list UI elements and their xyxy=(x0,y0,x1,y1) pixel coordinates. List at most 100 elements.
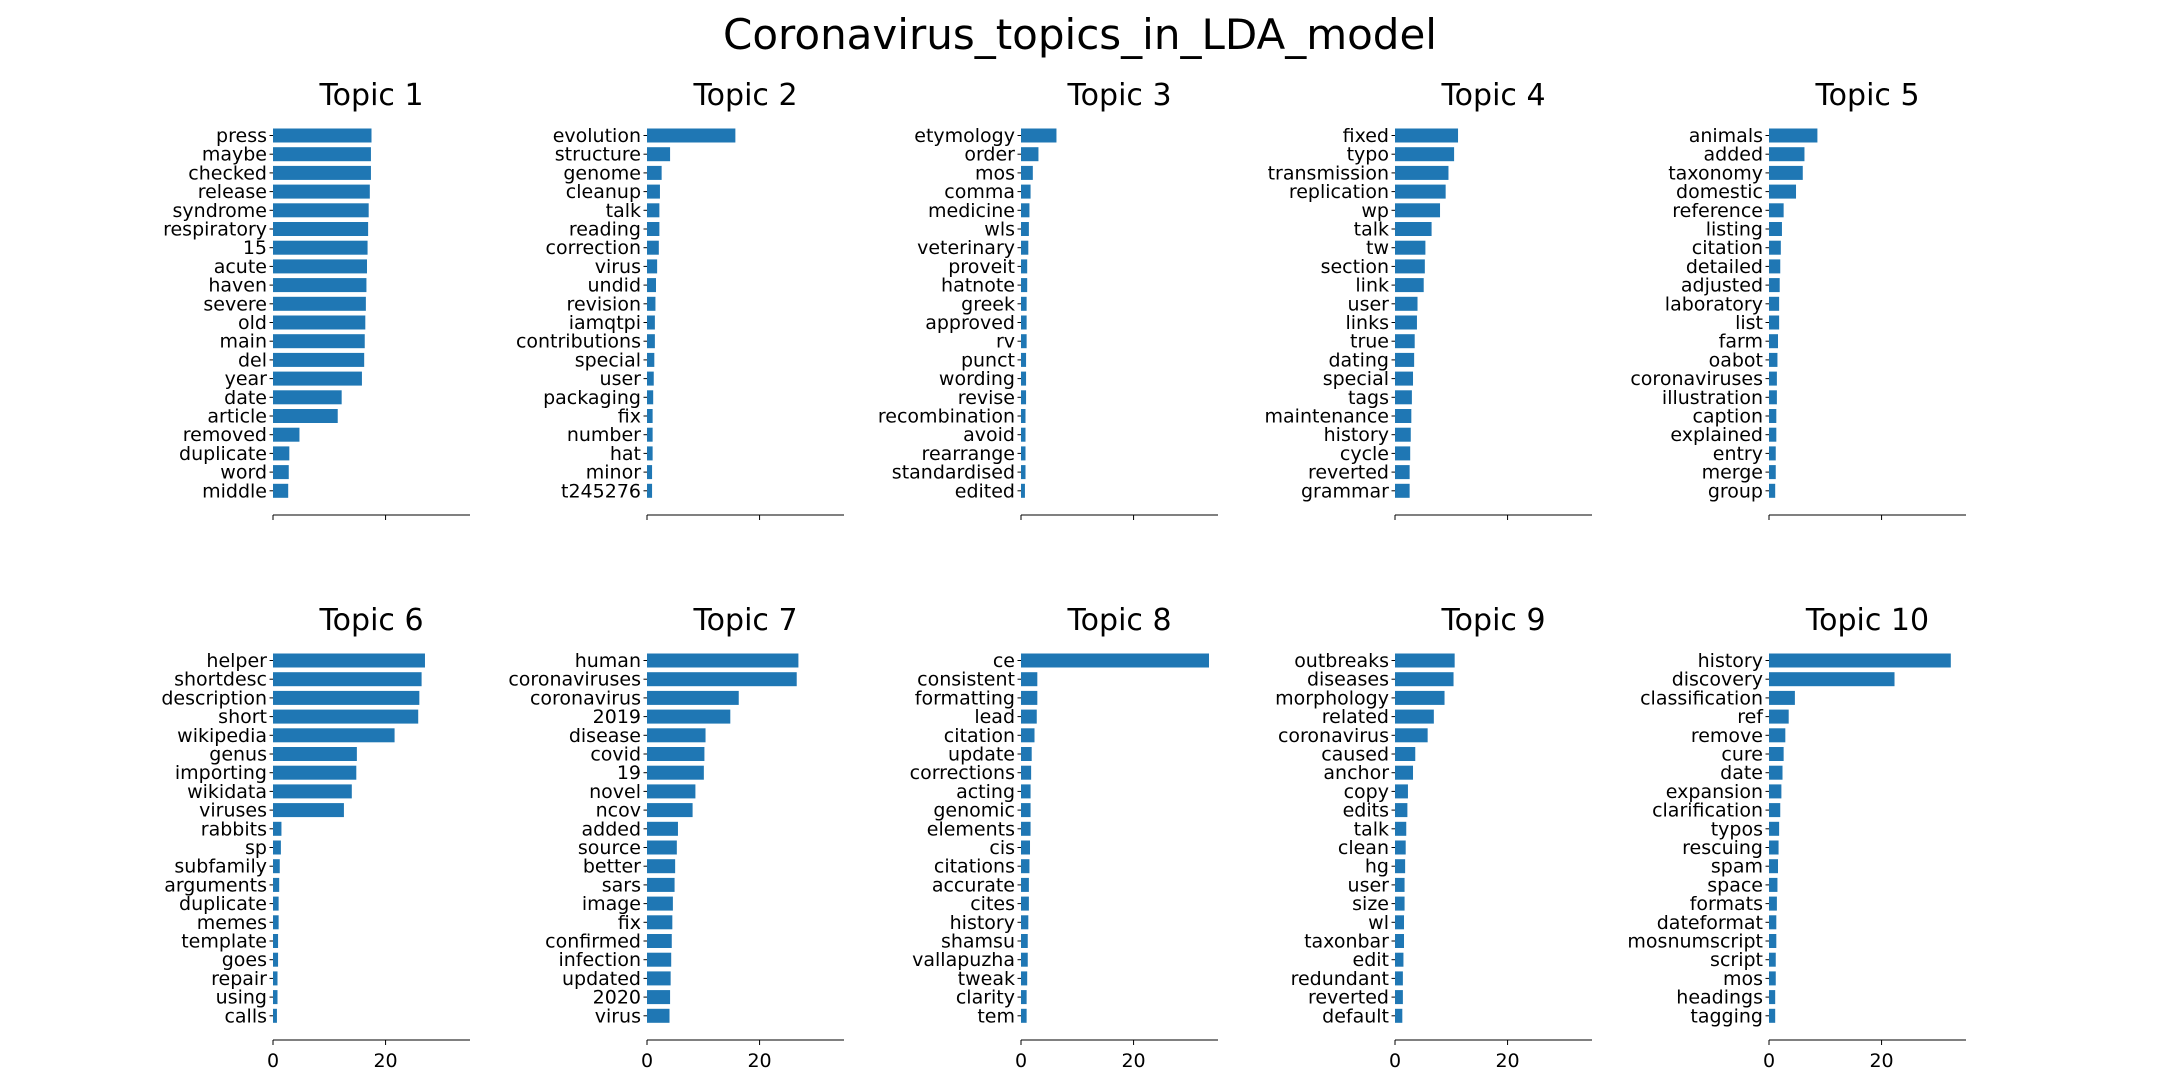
topic-3-category-label: revise xyxy=(958,387,1015,409)
topic-6-bar xyxy=(273,672,422,687)
topic-3-category-label: standardised xyxy=(892,462,1015,484)
topic-10-bar xyxy=(1769,896,1777,911)
topic-1-bar xyxy=(273,390,342,405)
topic-1-category-label: del xyxy=(238,349,267,371)
topic-9-category-label: clean xyxy=(1338,837,1389,859)
topic-8-bar xyxy=(1021,803,1031,818)
topic-8-category-label: vallapuzha xyxy=(912,949,1015,971)
topic-3-category-label: rv xyxy=(996,331,1015,353)
topic-5-category-label: taxonomy xyxy=(1668,162,1763,184)
topic-7-category-label: 2020 xyxy=(593,987,641,1009)
topic-1-bar xyxy=(273,222,369,236)
topic-9-bar xyxy=(1395,821,1407,836)
topic-1-bar xyxy=(273,203,369,218)
topic-6-bar xyxy=(273,728,395,743)
topic-2-category-label: evolution xyxy=(553,125,641,147)
topic-9-category-label: wl xyxy=(1368,912,1389,934)
topic-9-category-label: hg xyxy=(1365,856,1389,878)
topic-9-bar xyxy=(1395,803,1408,818)
topic-3-bar xyxy=(1021,128,1057,143)
topic-10-category-label: discovery xyxy=(1672,669,1763,691)
topic-9-category-label: coronavirus xyxy=(1278,725,1389,747)
topic-8-bar xyxy=(1021,821,1031,836)
topic-1-category-label: syndrome xyxy=(173,200,267,222)
topic-10-title: Topic 10 xyxy=(1805,603,1929,638)
topic-4-bar xyxy=(1395,334,1415,349)
topic-2-bar xyxy=(647,222,660,236)
topic-5-bar xyxy=(1769,315,1780,330)
topic-1-bar xyxy=(273,128,372,143)
topic-8-bar xyxy=(1021,990,1027,1005)
topic-5-category-label: listing xyxy=(1706,219,1763,241)
topic-1-bar xyxy=(273,371,362,386)
topic-8-category-label: tweak xyxy=(958,968,1015,990)
topic-1-category-label: release xyxy=(198,181,267,203)
topic-9-category-label: user xyxy=(1348,874,1390,896)
topic-6-category-label: using xyxy=(216,987,267,1009)
topic-3-category-label: greek xyxy=(961,293,1015,315)
topic-6-bar xyxy=(273,709,419,724)
topic-8-category-label: consistent xyxy=(917,669,1015,691)
topic-4-bar xyxy=(1395,165,1449,180)
topic-1-bar xyxy=(273,296,366,311)
topic-2-category-label: cleanup xyxy=(566,181,641,203)
topic-5-bar xyxy=(1769,371,1777,386)
topic-5-bar xyxy=(1769,128,1818,143)
topic-4-category-label: tags xyxy=(1348,387,1389,409)
topic-4-bar xyxy=(1395,390,1412,405)
topic-8-category-label: corrections xyxy=(910,762,1015,784)
topic-4-category-label: user xyxy=(1348,293,1390,315)
topic-5-bar xyxy=(1769,259,1781,274)
topic-9-bar xyxy=(1395,709,1434,724)
topic-5-category-label: laboratory xyxy=(1665,293,1763,315)
topic-10-xtick-label: 0 xyxy=(1763,1050,1775,1072)
topic-4-category-label: reverted xyxy=(1308,462,1389,484)
topic-9-category-label: caused xyxy=(1321,744,1389,766)
topic-3-category-label: recombination xyxy=(878,406,1015,428)
topic-1-category-label: duplicate xyxy=(179,443,267,465)
topic-2-category-label: minor xyxy=(586,462,641,484)
topic-1-bar xyxy=(273,446,290,461)
topic-1-bar xyxy=(273,240,368,255)
topic-7-category-label: ncov xyxy=(596,800,641,822)
topic-2-bar xyxy=(647,165,662,180)
topic-7-category-label: coronavirus xyxy=(530,687,641,709)
topic-6-category-label: wikidata xyxy=(187,781,267,803)
topic-2-category-label: reading xyxy=(569,219,641,241)
topic-10-category-label: classification xyxy=(1640,687,1763,709)
topic-2-bar xyxy=(647,371,654,386)
topic-1-category-label: checked xyxy=(188,162,267,184)
topic-4-category-label: true xyxy=(1350,331,1389,353)
topic-9-bar xyxy=(1395,934,1405,948)
topic-2-bar xyxy=(647,483,653,498)
topic-5-category-label: list xyxy=(1735,312,1763,334)
topic-7-category-label: virus xyxy=(595,1005,641,1027)
topic-7-bar xyxy=(647,877,675,892)
topic-1-bar xyxy=(273,427,300,442)
topic-7-xtick-label: 20 xyxy=(747,1050,771,1072)
topic-3-bar xyxy=(1021,427,1026,442)
topic-2-bar xyxy=(647,240,659,255)
topic-5-category-label: reference xyxy=(1672,200,1763,222)
topic-8-category-label: cites xyxy=(970,893,1015,915)
topic-1-bar xyxy=(273,315,366,330)
topic-9-category-label: talk xyxy=(1354,818,1389,840)
topic-2-bar xyxy=(647,390,654,405)
topic-7-bar xyxy=(647,728,706,743)
topic-6-category-label: helper xyxy=(206,650,267,672)
topic-10-bar xyxy=(1769,934,1777,948)
topic-4-title: Topic 4 xyxy=(1440,78,1545,113)
topic-9-bar xyxy=(1395,747,1416,761)
topic-7-category-label: coronaviruses xyxy=(508,669,641,691)
topic-5-category-label: oabot xyxy=(1709,349,1763,371)
topic-7-bar xyxy=(647,990,671,1005)
topic-7-bar xyxy=(647,915,673,930)
topic-3-category-label: comma xyxy=(944,181,1015,203)
topic-8-category-label: clarity xyxy=(956,987,1015,1009)
topic-3-category-label: proveit xyxy=(948,256,1015,278)
topic-10-bar xyxy=(1769,1008,1776,1023)
topic-6-bar xyxy=(273,952,279,967)
topic-4-bar xyxy=(1395,278,1424,293)
topic-7-category-label: image xyxy=(582,893,641,915)
topic-6-category-label: calls xyxy=(224,1005,267,1027)
